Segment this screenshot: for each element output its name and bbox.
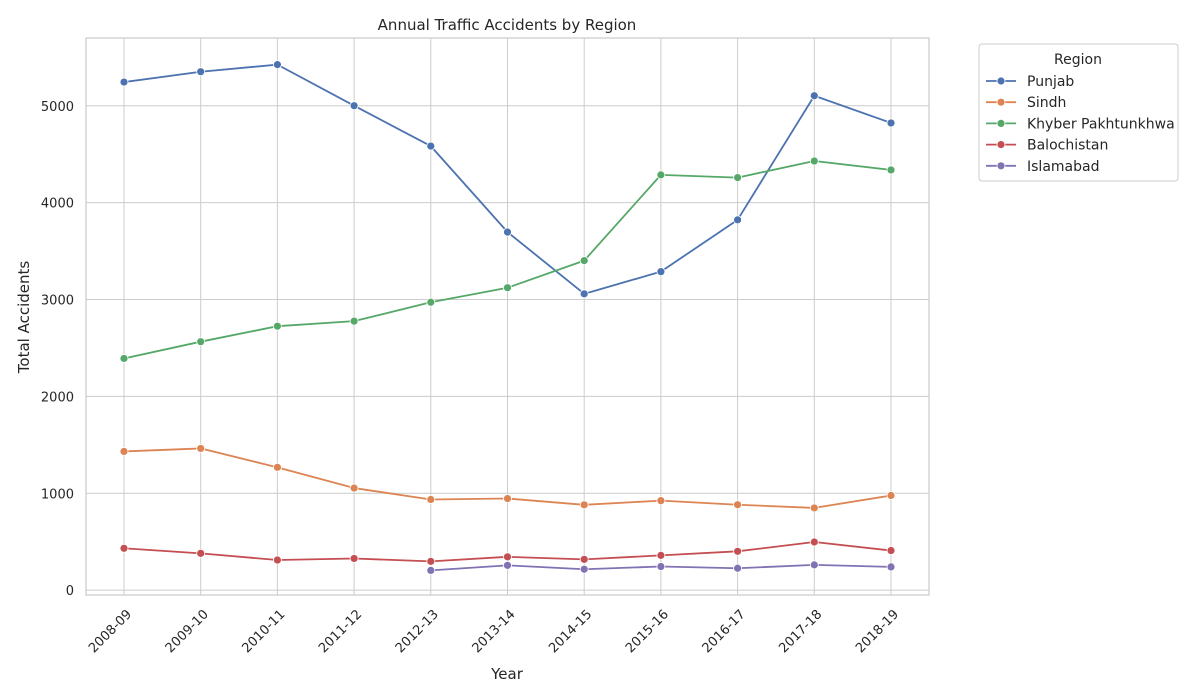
y-tick-label: 3000: [41, 294, 74, 309]
x-axis-label: Year: [490, 665, 524, 683]
data-point: [196, 337, 206, 347]
series-balochistan: [119, 537, 896, 566]
legend: Region Punjab Sindh Khyber Pakhtunkhwa Balo…: [978, 43, 1179, 182]
data-point: [119, 447, 129, 456]
x-tick-label: 2015-16: [623, 607, 672, 656]
x-tick-label: 2017-18: [776, 607, 825, 656]
chart-title: Annual Traffic Accidents by Region: [378, 16, 637, 34]
data-point: [579, 500, 589, 510]
legend-marker: [996, 140, 1006, 150]
series-khyber-pakhtunkhwa: [119, 156, 896, 363]
data-point: [503, 494, 512, 503]
data-point: [196, 444, 206, 453]
x-tick-label: 2016-17: [700, 607, 749, 656]
legend-marker: [996, 97, 1006, 107]
plot-frame: [85, 37, 930, 596]
data-point: [426, 297, 436, 307]
y-tick-label: 0: [66, 584, 74, 599]
data-point: [503, 227, 512, 237]
legend-label: Balochistan: [1027, 138, 1108, 154]
data-point: [503, 283, 512, 293]
data-point: [886, 546, 896, 555]
legend-marker: [996, 161, 1006, 171]
x-tick-label: 2008-09: [86, 607, 135, 656]
data-point: [656, 496, 666, 506]
legend-label: Punjab: [1027, 74, 1074, 90]
y-tick-label: 1000: [41, 487, 74, 502]
x-tick-label: 2014-15: [546, 607, 595, 656]
x-tick-label: 2010-11: [239, 607, 288, 656]
data-point: [809, 560, 819, 570]
data-point: [579, 289, 589, 299]
data-point: [349, 316, 359, 326]
x-tick-label: 2012-13: [393, 607, 442, 656]
data-point: [272, 462, 282, 472]
legend-entry: Islamabad: [986, 159, 1099, 175]
data-point: [272, 555, 282, 565]
data-point: [272, 60, 282, 70]
x-tick-label: 2018-19: [853, 607, 902, 656]
data-point: [886, 118, 896, 128]
data-point: [886, 165, 896, 175]
legend-label: Islamabad: [1027, 159, 1099, 175]
y-tick-label: 2000: [41, 390, 74, 405]
data-point: [656, 267, 666, 277]
data-point: [733, 173, 742, 182]
legend-entry: Sindh: [986, 95, 1066, 111]
data-point: [579, 554, 589, 564]
data-point: [119, 77, 129, 87]
data-point: [426, 141, 436, 151]
data-point: [349, 483, 359, 493]
data-point: [809, 503, 819, 513]
data-point: [809, 537, 819, 547]
legend-entry: Khyber Pakhtunkhwa: [986, 116, 1175, 132]
legend-marker: [996, 119, 1006, 128]
data-point: [809, 156, 819, 166]
data-point: [809, 91, 819, 101]
data-point: [272, 321, 282, 331]
data-point: [886, 562, 896, 572]
y-tick-label: 5000: [41, 100, 74, 115]
data-point: [119, 354, 129, 363]
data-point: [426, 556, 436, 566]
data-point: [119, 543, 129, 553]
plot-area: 0 1000 2000 3000 4000 5000 2008-09 2009-10 2010-…: [41, 37, 930, 656]
y-tick-label: 4000: [41, 197, 74, 212]
data-point: [656, 170, 666, 180]
data-point: [733, 546, 742, 556]
data-point: [656, 562, 666, 571]
series-punjab: [119, 60, 896, 299]
y-axis-label: Total Accidents: [15, 261, 33, 375]
legend-label: Khyber Pakhtunkhwa: [1027, 116, 1175, 132]
data-point: [656, 550, 666, 560]
data-point: [196, 67, 206, 77]
data-point: [579, 256, 589, 266]
data-point: [886, 491, 896, 500]
data-point: [733, 500, 742, 510]
data-point: [349, 554, 359, 563]
series-sindh: [119, 444, 896, 513]
grid: [86, 38, 929, 595]
legend-entry: Balochistan: [986, 138, 1108, 154]
data-point: [196, 548, 206, 558]
series-islamabad: [426, 560, 896, 575]
data-point: [733, 215, 742, 225]
data-point: [579, 564, 589, 574]
x-tick-label: 2009-10: [163, 607, 212, 656]
legend-marker: [996, 76, 1006, 86]
x-tick-label: 2013-14: [470, 607, 519, 656]
data-point: [733, 563, 742, 573]
data-point: [503, 552, 512, 562]
x-tick-label: 2011-12: [316, 607, 365, 656]
legend-title: Region: [1054, 52, 1102, 68]
legend-box: [978, 43, 1179, 182]
data-point: [426, 495, 436, 504]
data-point: [503, 560, 512, 570]
data-point: [426, 565, 436, 575]
data-point: [349, 101, 359, 111]
legend-entry: Punjab: [986, 74, 1074, 90]
legend-label: Sindh: [1027, 95, 1066, 111]
